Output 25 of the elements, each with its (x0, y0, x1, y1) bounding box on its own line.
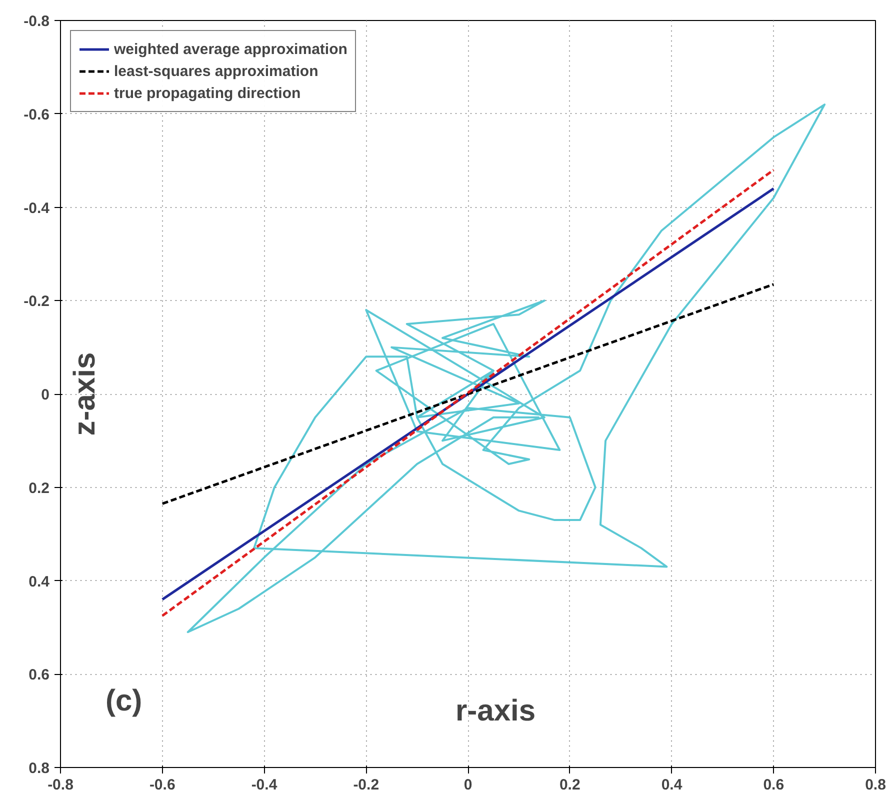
x-tick-label: -0.6 (149, 776, 176, 792)
y-tick-label: 0.8 (28, 760, 50, 777)
y-tick-label: -0.2 (24, 293, 50, 310)
x-tick-label: 0.6 (763, 776, 784, 792)
x-axis-title: r-axis (456, 694, 536, 728)
y-tick-label: 0.4 (28, 573, 50, 590)
x-tick-label: 0 (464, 776, 472, 792)
y-tick-label: -0.6 (24, 106, 50, 124)
y-tick-label: 0.6 (28, 666, 50, 684)
legend-label: true propagating direction (114, 84, 301, 102)
x-tick-label: -0.4 (251, 776, 278, 792)
x-tick-label: -0.8 (48, 776, 74, 792)
x-tick-label: 0.8 (865, 776, 886, 792)
y-tick-label: 0.2 (28, 480, 50, 497)
x-tick-label: 0.2 (559, 776, 580, 792)
y-tick-label: 0 (41, 386, 50, 404)
y-axis-title: z-axis (68, 352, 102, 436)
legend-label: weighted average approximation (114, 40, 348, 58)
y-tick-label: -0.4 (24, 200, 50, 217)
legend-label: least-squares approximation (114, 62, 318, 80)
x-tick-label: -0.2 (353, 776, 380, 792)
line-series (186, 104, 826, 634)
y-tick-label: -0.8 (24, 13, 50, 30)
x-tick-label: 0.4 (661, 776, 683, 792)
annotation: (c) (106, 684, 142, 718)
